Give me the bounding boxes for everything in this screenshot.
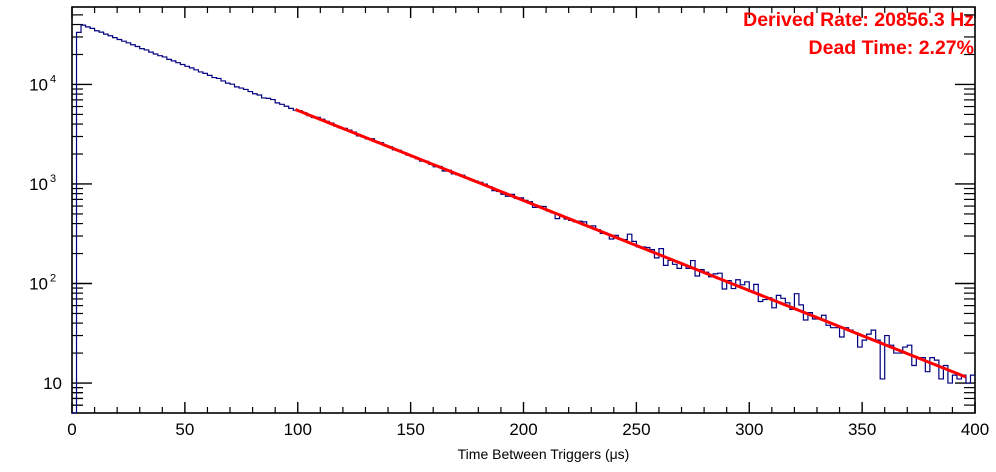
y-tick-exponent: 4 xyxy=(50,73,56,85)
y-tick-label: 10 xyxy=(43,374,62,393)
exponential-fit-line xyxy=(294,108,967,379)
y-tick-label: 10 3 xyxy=(29,173,56,194)
y-tick-mantissa: 10 xyxy=(29,175,48,194)
y-tick-label: 10 2 xyxy=(29,273,56,294)
y-tick-mantissa: 10 xyxy=(29,75,48,94)
data-layer xyxy=(72,24,975,414)
histogram-trace xyxy=(72,24,975,414)
x-tick-label: 250 xyxy=(622,420,650,439)
plot-frame xyxy=(71,6,976,414)
x-tick-label: 0 xyxy=(67,420,76,439)
x-tick-label: 400 xyxy=(961,420,989,439)
x-tick-label: 100 xyxy=(284,420,312,439)
axes-layer xyxy=(71,6,976,414)
x-tick-label: 350 xyxy=(848,420,876,439)
y-tick-exponent: 3 xyxy=(50,173,56,185)
y-tick-exponent: 2 xyxy=(50,273,56,285)
y-tick-label: 10 4 xyxy=(29,73,56,94)
x-tick-label: 150 xyxy=(396,420,424,439)
y-tick-mantissa: 10 xyxy=(29,275,48,294)
x-tick-label: 200 xyxy=(509,420,537,439)
x-tick-label: 300 xyxy=(735,420,763,439)
x-axis-title: Time Between Triggers (μs) xyxy=(458,446,630,462)
x-tick-label: 50 xyxy=(175,420,194,439)
